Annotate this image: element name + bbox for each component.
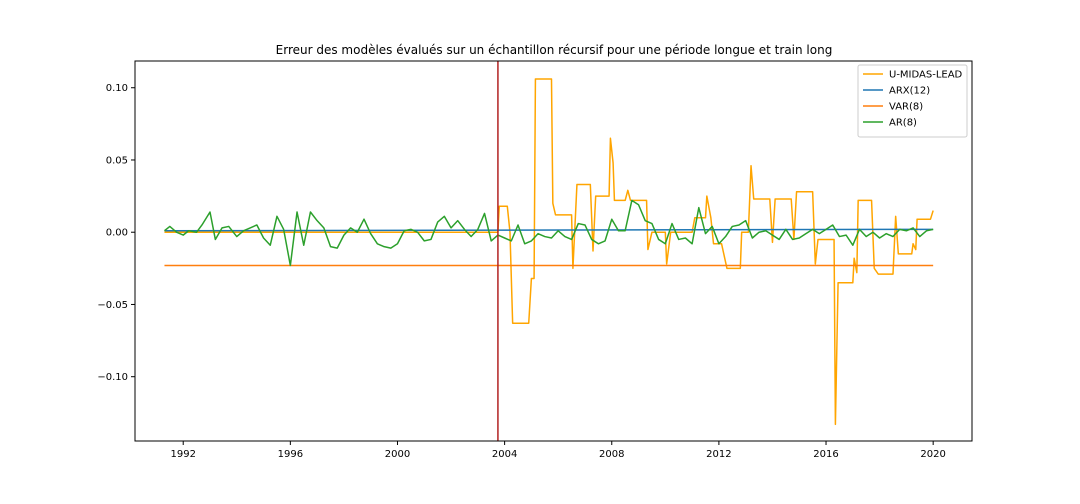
legend-label: VAR(8)	[889, 102, 923, 113]
legend-label: ARX(12)	[889, 86, 930, 97]
y-tick-label: 0.00	[106, 228, 128, 239]
legend-label: U-MIDAS-LEAD	[889, 70, 963, 81]
y-tick-label: −0.10	[97, 372, 128, 383]
series-line-u-midas-lead	[164, 78, 934, 426]
x-tick-label: 2008	[599, 449, 624, 460]
axes-frame	[134, 60, 973, 442]
series-line-arx-12-	[164, 228, 934, 232]
y-tick-label: −0.05	[97, 300, 128, 311]
legend: U-MIDAS-LEAD ARX(12) VAR(8) AR(8)	[857, 64, 968, 138]
x-tick-label: 1992	[170, 449, 195, 460]
x-tick-label: 2016	[813, 449, 838, 460]
chart-title: Erreur des modèles évalués sur un échant…	[276, 43, 833, 57]
x-tick-label: 2000	[385, 449, 410, 460]
series-line-ar-8-	[163, 199, 934, 267]
x-tick-label: 1996	[278, 449, 303, 460]
x-tick-label: 2020	[920, 449, 945, 460]
y-tick-label: 0.05	[106, 155, 128, 166]
x-tick-label: 2012	[706, 449, 731, 460]
axes: 1992 1996 2000 2004 2008 2012 2016 2020 0.10 0.05…	[97, 83, 946, 460]
legend-label: AR(8)	[889, 118, 917, 129]
legend-box	[857, 64, 968, 138]
x-tick-label: 2004	[492, 449, 517, 460]
y-tick-label: 0.10	[106, 83, 128, 94]
plot-area	[163, 61, 934, 441]
